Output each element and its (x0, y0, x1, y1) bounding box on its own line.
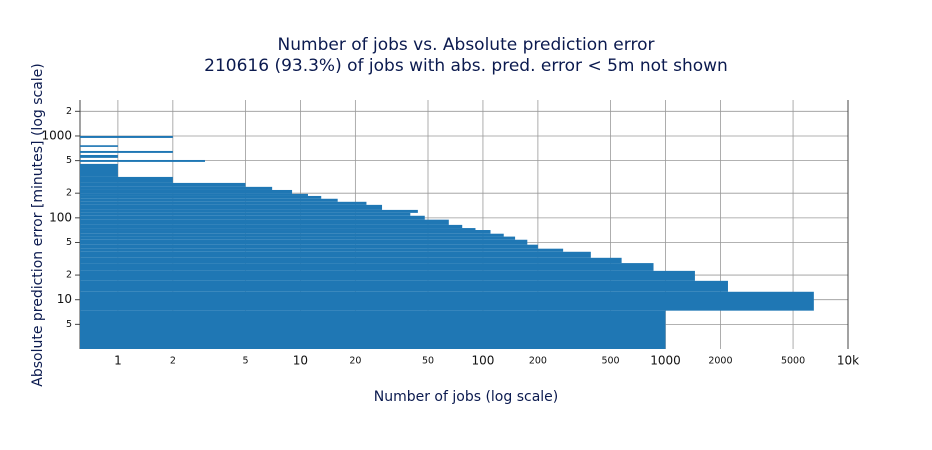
x-tick-label: 5000 (781, 356, 805, 367)
x-tick-label: 500 (601, 356, 619, 367)
y-tick-label: 5 (66, 237, 72, 248)
bar (80, 219, 449, 225)
bar (80, 135, 173, 138)
y-tick-label: 1000 (41, 128, 72, 142)
bar (80, 291, 814, 311)
bar (80, 263, 654, 271)
bar (80, 248, 564, 252)
x-tick-label: 20 (349, 356, 361, 367)
bar (80, 215, 425, 220)
bar (80, 224, 463, 229)
bar (80, 198, 338, 202)
chart-title: Number of jobs vs. Absolute prediction e… (278, 35, 655, 55)
chart-subtitle: 210616 (93.3%) of jobs with abs. pred. e… (204, 56, 728, 76)
bar (80, 159, 205, 162)
bar (80, 150, 173, 153)
bar (80, 244, 538, 249)
bar (80, 145, 118, 147)
bar (80, 193, 308, 196)
y-tick-label: 2 (66, 188, 72, 199)
x-tick-label: 50 (422, 356, 434, 367)
x-tick-label: 1 (114, 354, 122, 368)
bar (80, 182, 246, 187)
bar (80, 257, 622, 264)
bar (80, 280, 728, 292)
y-tick-label: 5 (66, 155, 72, 166)
bar (80, 251, 591, 258)
x-tick-label: 10k (837, 354, 859, 368)
x-tick-label: 100 (471, 354, 494, 368)
x-tick-label: 200 (529, 356, 547, 367)
x-tick-label: 2000 (708, 356, 732, 367)
y-tick-label: 100 (49, 210, 72, 224)
bar (80, 186, 273, 190)
y-tick-label: 2 (66, 270, 72, 281)
bar (80, 212, 411, 216)
bar (80, 195, 322, 199)
y-tick-label: 5 (66, 319, 72, 330)
bar (80, 228, 476, 231)
x-axis-title: Number of jobs (log scale) (374, 389, 559, 405)
bar (80, 204, 383, 210)
bar (80, 239, 528, 245)
x-tick-label: 2 (170, 356, 176, 367)
y-tick-label: 10 (57, 292, 72, 306)
bar (80, 154, 118, 158)
bar (80, 270, 695, 281)
bar (80, 236, 516, 240)
bar (80, 310, 666, 349)
bar (80, 163, 118, 177)
bar (80, 230, 491, 234)
x-tick-label: 5 (242, 356, 248, 367)
y-tick-label: 2 (66, 106, 72, 117)
bar (80, 189, 293, 194)
bar (80, 209, 418, 213)
bar (80, 233, 504, 237)
x-tick-label: 1000 (650, 354, 681, 368)
bar (80, 176, 173, 183)
bar (80, 201, 367, 205)
x-tick-label: 10 (293, 354, 308, 368)
y-axis-title: Absolute prediction error [minutes] (log… (30, 63, 46, 387)
